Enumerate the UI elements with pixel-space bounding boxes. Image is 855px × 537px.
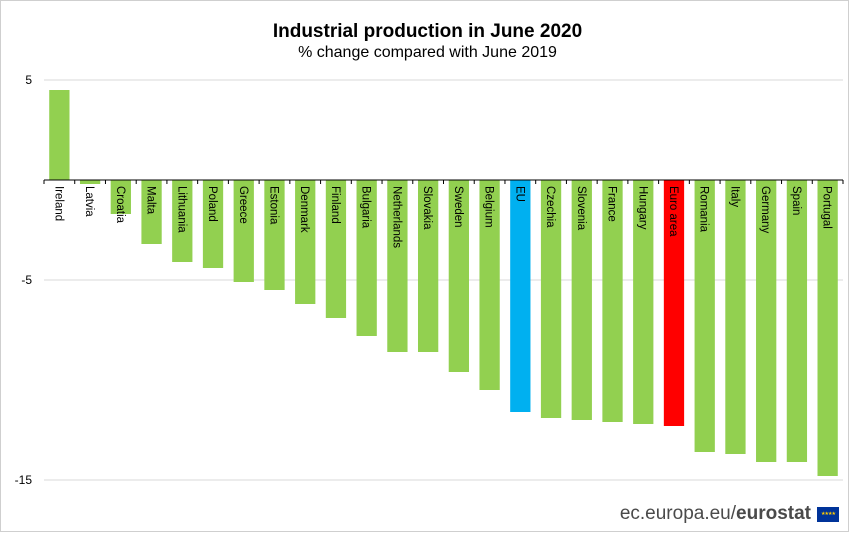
- bar-bulgaria: [356, 180, 377, 336]
- source-url[interactable]: ec.europa.eu/: [619, 503, 737, 524]
- source-footer: ec.europa.eu/eurostat ★★★★: [620, 503, 839, 525]
- bar-poland: [202, 180, 224, 268]
- bar-netherlands: [387, 180, 408, 352]
- category-label: Euro area: [667, 186, 679, 237]
- bar-ireland: [49, 90, 70, 180]
- category-label: Romania: [698, 186, 710, 233]
- category-label: Lithuania: [175, 186, 187, 233]
- category-label: Greece: [237, 186, 249, 224]
- category-label: Belgium: [483, 186, 495, 228]
- category-label: Estonia: [267, 186, 279, 225]
- category-label: Italy: [728, 186, 740, 207]
- category-label: Germany: [759, 186, 771, 234]
- bar-euro-area: [663, 180, 685, 426]
- category-label: Czechia: [544, 186, 556, 228]
- bar-spain: [786, 180, 808, 462]
- bar-romania: [694, 180, 715, 452]
- category-label: Finland: [329, 186, 341, 224]
- chart-subtitle: % change compared with June 2019: [298, 44, 557, 61]
- bars: [49, 90, 838, 476]
- eu-flag-icon: ★★★★: [817, 506, 839, 522]
- bar-finland: [325, 180, 347, 318]
- y-tick-label: -5: [21, 273, 32, 287]
- bar-italy: [725, 180, 746, 454]
- y-tick-label: 5: [25, 73, 32, 87]
- category-label: Hungary: [636, 186, 648, 230]
- bar-france: [602, 180, 623, 422]
- bar-slovakia: [417, 180, 439, 352]
- bar-eu: [510, 180, 531, 412]
- category-label: Portugal: [821, 186, 833, 229]
- bar-lithuania: [172, 180, 193, 262]
- bar-sweden: [448, 180, 470, 372]
- category-label: Poland: [206, 186, 218, 222]
- category-labels: Ireland Latvia Croatia Malta Lithuania Poland…: [52, 186, 832, 248]
- category-label: France: [606, 186, 618, 222]
- category-label: Bulgaria: [360, 186, 372, 229]
- category-label: Sweden: [452, 186, 464, 228]
- bar-slovenia: [571, 180, 592, 420]
- bar-croatia: [110, 180, 131, 214]
- category-label: EU: [513, 186, 525, 202]
- bar-belgium: [479, 180, 500, 390]
- grid-lines: [44, 79, 843, 481]
- category-label: Slovakia: [421, 186, 433, 230]
- bar-greece: [233, 180, 254, 282]
- bar-portugal: [817, 180, 838, 476]
- category-label: Ireland: [52, 186, 64, 221]
- category-label: Denmark: [298, 186, 310, 233]
- bar-czechia: [540, 180, 562, 418]
- bar-germany: [756, 180, 777, 462]
- axes: 5 -5 -15: [15, 73, 844, 487]
- bar-hungary: [633, 180, 654, 424]
- category-label: Slovenia: [575, 186, 587, 231]
- bar-latvia: [79, 180, 101, 184]
- bar-denmark: [295, 180, 316, 304]
- y-tick-label: -15: [15, 473, 33, 487]
- category-label: Spain: [790, 186, 802, 215]
- category-label: Malta: [145, 186, 157, 215]
- bar-malta: [141, 180, 162, 244]
- category-label: Croatia: [114, 186, 126, 224]
- bar-estonia: [264, 180, 285, 290]
- category-label: Latvia: [83, 186, 95, 217]
- category-label: Netherlands: [390, 186, 402, 248]
- source-brand: eurostat: [736, 503, 811, 524]
- chart-title: Industrial production in June 2020: [272, 21, 583, 42]
